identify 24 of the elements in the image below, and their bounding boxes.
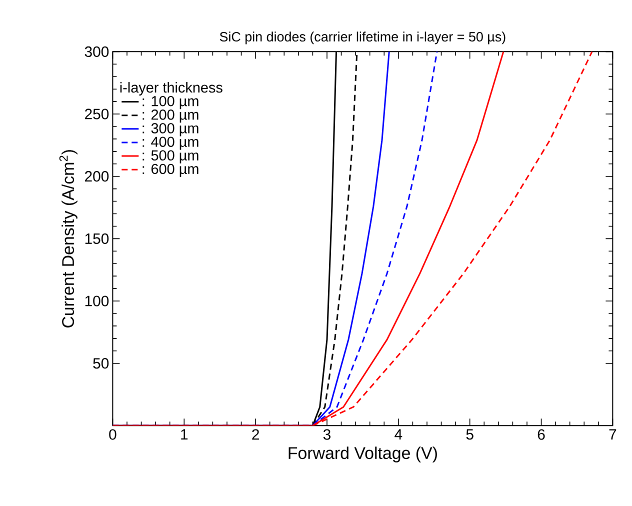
x-tick-label: 6: [538, 429, 545, 440]
x-tick-label: 4: [394, 429, 402, 440]
y-tick-label: 150: [85, 233, 109, 244]
legend-label: : 200 µm: [142, 110, 198, 123]
x-tick-label: 1: [181, 429, 188, 440]
x-tick-label: 0: [109, 429, 116, 440]
legend-label: : 600 µm: [142, 164, 198, 177]
legend-label: : 300 µm: [142, 123, 198, 136]
x-tick-label: 2: [252, 429, 259, 440]
x-tick-label: 3: [323, 429, 330, 440]
y-tick-label: 50: [93, 358, 109, 369]
legend-title: i-layer thickness: [120, 82, 222, 96]
x-axis-title: Forward Voltage (V): [288, 446, 437, 462]
legend-label: : 100 µm: [142, 96, 198, 110]
y-tick-label: 200: [85, 171, 109, 182]
y-axis-title: Current Density (A/cm$^{2}$): [59, 150, 78, 328]
legend-label: : 500 µm: [142, 150, 198, 164]
y-tick-label: 300: [84, 46, 109, 57]
legend-label: : 400 µm: [142, 136, 198, 150]
chart-title: SiC pin diodes (carrier lifetime in i-layer = 50 µs): [220, 32, 506, 44]
x-tick-label: 5: [466, 429, 474, 440]
y-tick-label: 250: [85, 108, 109, 120]
x-tick-label: 7: [609, 429, 616, 440]
y-tick-label: 100: [85, 296, 109, 306]
